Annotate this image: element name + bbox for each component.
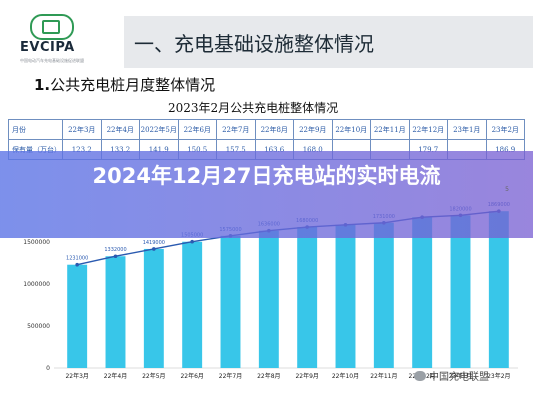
table-cell: 23年2月 [485, 119, 525, 140]
plug-icon [30, 14, 74, 40]
bar [412, 217, 433, 368]
table-cell: 22年9月 [293, 119, 333, 140]
plug-socket-icon [42, 20, 60, 34]
table-cell: 2022年5月 [139, 119, 179, 140]
x-tick-label: 22年10月 [332, 372, 359, 380]
bar [297, 227, 318, 368]
table-header-months: 月份 [8, 119, 63, 140]
page-number: 5 [505, 186, 509, 193]
watermark-text: 中国充电联盟 [429, 372, 489, 383]
table-row-months: 月份 22年3月 22年4月 2022年5月 22年6月 22年7月 22年8月… [8, 119, 525, 140]
x-tick-label: 22年9月 [295, 372, 318, 380]
bar [488, 211, 509, 368]
x-tick-label: 22年5月 [142, 372, 165, 380]
line-point [75, 262, 79, 267]
x-tick-label: 23年1月 [449, 372, 472, 380]
wechat-icon [414, 370, 426, 381]
bar [258, 230, 279, 368]
table-cell: 22年12月 [408, 119, 448, 140]
line-point [152, 247, 156, 251]
data-label: 1332000 [104, 247, 126, 253]
bar [450, 215, 471, 368]
table-cell: 22年10月 [331, 119, 371, 140]
bar [67, 264, 88, 368]
data-label: 1419000 [143, 240, 165, 246]
bar [335, 224, 356, 368]
x-tick-label: 22年3月 [65, 372, 88, 380]
bar [182, 241, 203, 368]
bar [373, 222, 394, 368]
x-tick-label: 23年2月 [487, 372, 510, 380]
y-tick-label: 1000000 [23, 281, 50, 288]
table-cell: 22年6月 [177, 119, 217, 140]
table-cell: 22年7月 [216, 119, 256, 140]
slide-title: 一、充电基础设施整体情况 [134, 32, 374, 56]
section-number: 1. [34, 76, 51, 94]
section-title-text: 公共充电桩月度整体情况 [50, 76, 216, 94]
table-cell: 22年3月 [62, 119, 102, 140]
line-point [113, 254, 118, 259]
table-cell: 22年4月 [100, 119, 140, 140]
x-tick-label: 22年8月 [257, 372, 280, 380]
watermark: 中国充电联盟 [414, 368, 489, 383]
x-tick-label: 22年11月 [370, 372, 397, 380]
table-cell: 23年1月 [447, 119, 487, 140]
banner-title: 2024年12月27日充电站的实时电流 [92, 164, 441, 188]
bar [220, 235, 241, 368]
logo-subtitle: 中国电动汽车充电基础设施促进联盟 [20, 58, 84, 63]
y-tick-label: 1500000 [23, 239, 50, 246]
bar [105, 256, 126, 368]
y-tick-label: 0 [46, 365, 50, 372]
x-tick-label: 22年7月 [219, 372, 242, 380]
title-banner: 2024年12月27日充电站的实时电流 [0, 151, 533, 238]
line-point [190, 239, 194, 244]
y-tick-label: 500000 [27, 323, 50, 330]
x-tick-label: 22年6月 [180, 372, 203, 380]
table-title: 2023年2月公共充电桩整体情况 [168, 101, 339, 115]
logo-text: EVCIPA [20, 40, 75, 55]
evcipa-logo: EVCIPA 中国电动汽车充电基础设施促进联盟 [20, 14, 110, 70]
table-cell: 22年8月 [254, 119, 294, 140]
x-tick-label: 22年4月 [104, 372, 127, 380]
data-label: 1231000 [66, 256, 88, 262]
table-cell: 22年11月 [370, 119, 410, 140]
header-band: 一、充电基础设施整体情况 [124, 16, 533, 68]
bar [143, 248, 164, 368]
section-title: 1.公共充电桩月度整体情况 [34, 74, 215, 95]
